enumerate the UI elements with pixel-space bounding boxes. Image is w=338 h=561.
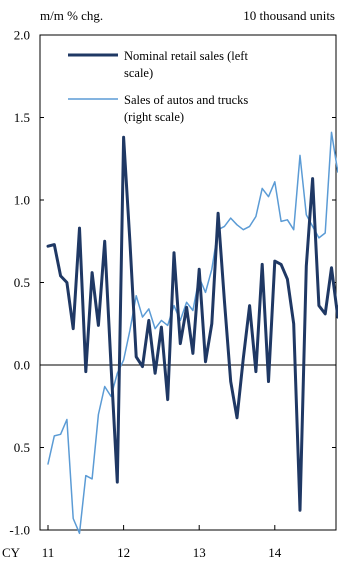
series-line-nominal-retail-sales — [46, 135, 338, 512]
legend-entry-label: (right scale) — [124, 110, 184, 124]
y-tick-label: 1.5 — [14, 110, 30, 125]
x-prefix-label: CY — [2, 545, 21, 560]
right-unit-label: 10 thousand units — [243, 8, 335, 23]
y-tick-label: 0.5 — [14, 275, 30, 290]
legend-entry-label: scale) — [124, 66, 153, 80]
legend-entry-label: Nominal retail sales (left — [124, 49, 248, 63]
x-tick-label: 14 — [268, 545, 282, 560]
x-tick-label: 11 — [42, 545, 55, 560]
x-tick-label: 12 — [117, 545, 130, 560]
x-tick-label: 13 — [193, 545, 206, 560]
series-layer — [46, 131, 338, 535]
legend-entry-label: Sales of autos and trucks — [124, 93, 248, 107]
left-unit-label: m/m % chg. — [40, 8, 103, 23]
y-tick-label: 2.0 — [14, 28, 30, 43]
legend: Nominal retail sales (left scale) Sales of… — [60, 40, 322, 132]
axis-labels: m/m % chg. 10 thousand units CY 2.0 1.5 1.… — [2, 8, 335, 560]
y-tick-label: -1.0 — [9, 523, 30, 538]
y-tick-label: 0.5 — [14, 440, 30, 455]
plot-frame — [39, 34, 337, 531]
y-tick-label: 0.0 — [14, 358, 30, 373]
y-tick-label: 1.0 — [14, 193, 30, 208]
